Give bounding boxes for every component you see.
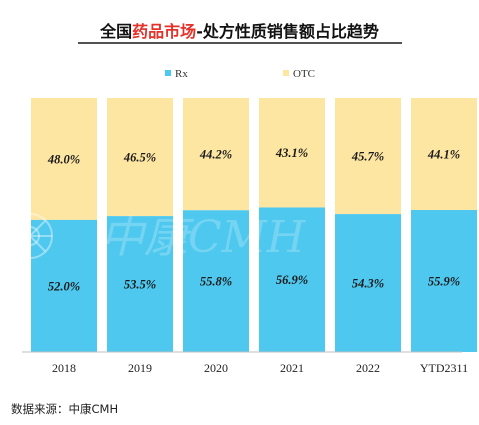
label-otc-YTD2311: 44.1% — [427, 148, 460, 162]
title-part-1: 全国 — [99, 22, 132, 41]
x-tick-2022: 2022 — [356, 361, 380, 375]
bar-otc-2018 — [31, 98, 97, 220]
x-tick-2021: 2021 — [280, 361, 304, 375]
label-rx-2018: 52.0% — [48, 279, 80, 293]
bar-rx-2022 — [335, 214, 401, 352]
x-tick-2020: 2020 — [204, 361, 228, 375]
label-rx-2020: 55.8% — [200, 275, 232, 289]
label-otc-2021: 43.1% — [275, 146, 308, 160]
label-rx-2021: 56.9% — [276, 273, 308, 287]
bar-rx-2019 — [107, 216, 173, 352]
label-rx-2022: 54.3% — [352, 277, 384, 291]
source-note: 数据来源：中康CMH — [11, 402, 118, 416]
title-part-3: -处方性质销售额占比趋势 — [196, 22, 379, 41]
chart-title: 全国药品市场-处方性质销售额占比趋势 — [99, 22, 379, 41]
label-rx-2019: 53.5% — [124, 278, 156, 292]
bar-rx-2020 — [183, 210, 249, 352]
legend-swatch-otc — [283, 70, 289, 76]
x-tick-YTD2311: YTD2311 — [420, 361, 468, 375]
label-otc-2020: 44.2% — [199, 148, 232, 162]
x-tick-2018: 2018 — [52, 361, 76, 375]
legend-label-otc: OTC — [293, 68, 315, 80]
bars-group — [31, 98, 477, 352]
legend-swatch-rx — [165, 70, 171, 76]
bar-otc-2022 — [335, 98, 401, 215]
title-part-accent: 药品市场 — [132, 22, 196, 41]
label-otc-2018: 48.0% — [47, 152, 80, 166]
x-tick-2019: 2019 — [128, 361, 152, 375]
label-otc-2022: 45.7% — [351, 150, 384, 164]
bar-rx-YTD2311 — [411, 210, 477, 352]
label-otc-2019: 46.5% — [123, 151, 156, 165]
bar-otc-2020 — [183, 98, 249, 211]
bar-rx-2021 — [259, 207, 325, 352]
bar-otc-YTD2311 — [411, 98, 477, 211]
bar-rx-2018 — [31, 219, 97, 352]
data-labels: 52.0% 48.0% 53.5% 46.5% 55.8% 44.2% 56.9% 43.1%… — [47, 146, 460, 293]
label-rx-YTD2311: 55.9% — [428, 275, 460, 289]
legend-label-rx: Rx — [175, 68, 188, 80]
bar-otc-2021 — [259, 98, 325, 208]
x-axis-ticks: 2018 2019 2020 2021 2022 YTD2311 — [52, 361, 468, 375]
bar-otc-2019 — [107, 98, 173, 217]
legend: Rx OTC — [165, 68, 315, 80]
